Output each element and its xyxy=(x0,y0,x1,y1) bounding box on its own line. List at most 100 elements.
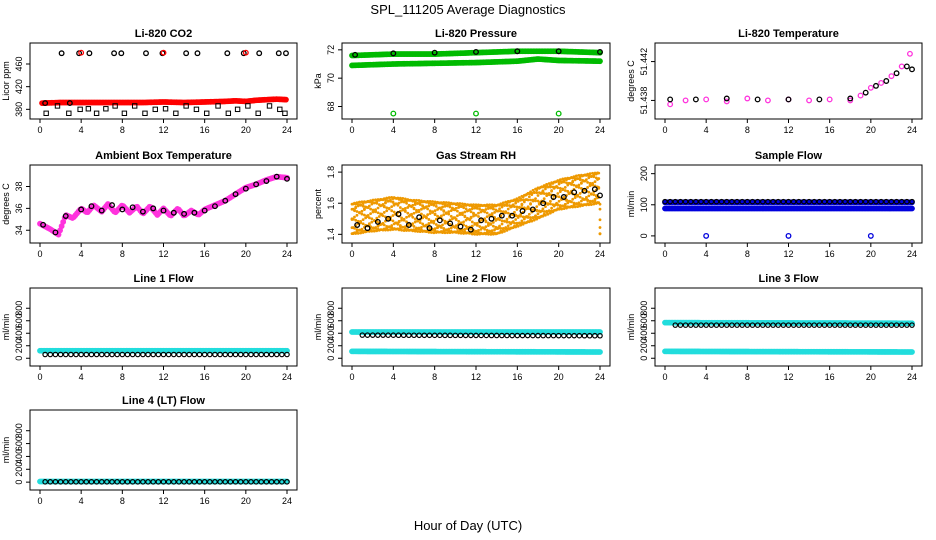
data-point xyxy=(575,174,578,178)
data-point xyxy=(561,187,565,191)
data-point xyxy=(402,217,406,221)
data-point xyxy=(506,211,510,215)
y-axis-label: ml/min xyxy=(626,191,636,218)
data-point xyxy=(248,351,254,358)
y-axis-label: ml/min xyxy=(626,314,636,341)
data-point xyxy=(754,96,761,103)
data-point xyxy=(437,332,443,339)
data-point xyxy=(459,204,463,208)
data-point xyxy=(489,206,493,210)
data-point xyxy=(545,209,549,213)
data-point xyxy=(867,232,874,239)
data-point xyxy=(572,201,576,205)
data-point xyxy=(428,226,432,230)
x-tick-label: 0 xyxy=(37,496,42,506)
data-point xyxy=(909,322,915,328)
y-axis-label: percent xyxy=(313,188,323,219)
data-point xyxy=(402,229,406,232)
data-point xyxy=(170,479,177,485)
data-point xyxy=(597,58,603,65)
data-point xyxy=(114,351,120,358)
data-point xyxy=(504,226,508,230)
panel-title: Li-820 CO2 xyxy=(135,28,192,40)
data-point xyxy=(529,198,532,202)
plot-frame xyxy=(29,409,298,491)
y-tick-label: 1.8 xyxy=(326,166,336,179)
data-point xyxy=(672,198,679,205)
panel-ambient-box-temperature: Ambient Box Temperature degrees C 0 4 8 12 16 2… xyxy=(1,150,298,259)
data-point xyxy=(500,219,504,223)
data-point xyxy=(413,220,417,224)
data-point xyxy=(785,322,792,328)
data-point xyxy=(490,212,494,216)
data-point xyxy=(181,351,187,358)
data-point xyxy=(366,214,370,217)
data-point xyxy=(565,181,568,185)
data-point xyxy=(868,198,874,205)
data-point xyxy=(355,210,359,213)
data-point xyxy=(873,198,879,205)
data-point xyxy=(847,97,854,104)
data-point xyxy=(549,199,552,203)
data-point xyxy=(515,208,519,211)
data-point xyxy=(527,212,531,216)
data-point xyxy=(391,200,395,204)
data-point xyxy=(375,332,381,338)
data-point xyxy=(535,191,539,195)
data-point xyxy=(140,351,146,358)
data-point xyxy=(472,214,475,218)
data-point xyxy=(242,185,249,192)
panel-li-820-co2: Li-820 CO2 Licor ppm 0 4 8 12 16 20 24 380 420 460 xyxy=(1,28,298,135)
data-point xyxy=(764,97,771,104)
x-tick-label: 12 xyxy=(158,125,168,135)
data-point xyxy=(903,63,910,70)
data-point xyxy=(88,351,95,358)
data-point xyxy=(93,479,100,485)
data-point xyxy=(253,479,259,485)
data-point xyxy=(160,479,167,485)
x-tick-label: 4 xyxy=(79,372,84,382)
data-point xyxy=(390,332,397,339)
data-point xyxy=(377,215,381,218)
data-point xyxy=(402,199,406,203)
data-point xyxy=(118,50,125,57)
data-point xyxy=(816,198,823,205)
data-point xyxy=(693,322,699,328)
data-point xyxy=(806,322,812,328)
data-point xyxy=(456,209,459,213)
data-point xyxy=(382,223,386,227)
data-point xyxy=(406,332,412,339)
data-point xyxy=(546,185,550,189)
data-point xyxy=(837,198,843,205)
x-tick-label: 0 xyxy=(349,249,354,259)
data-point xyxy=(682,97,689,104)
y-tick-label: 0 xyxy=(14,480,24,485)
data-point xyxy=(478,225,482,228)
data-point xyxy=(374,226,377,230)
x-tick-label: 0 xyxy=(37,125,42,135)
y-tick-label: 36 xyxy=(14,203,24,213)
data-point xyxy=(194,50,201,57)
data-point xyxy=(98,351,105,358)
data-point xyxy=(545,332,552,339)
y-tick-label: 400 xyxy=(14,449,24,464)
data-point xyxy=(196,479,203,485)
data-point xyxy=(370,202,374,206)
data-point xyxy=(400,218,403,222)
data-point xyxy=(160,351,167,358)
data-point xyxy=(431,210,434,214)
data-point xyxy=(405,222,412,228)
data-point xyxy=(598,232,602,236)
data-point xyxy=(282,110,288,116)
data-point xyxy=(382,211,386,214)
data-point xyxy=(468,332,474,339)
data-point xyxy=(475,223,479,227)
data-point xyxy=(587,190,591,194)
data-point xyxy=(222,351,229,358)
y-tick-label: 68 xyxy=(326,101,336,111)
x-tick-label: 4 xyxy=(704,249,709,259)
data-point xyxy=(703,232,710,239)
x-tick-label: 20 xyxy=(241,496,251,506)
panel-line-4-lt-flow: Line 4 (LT) Flow ml/min 0 4 8 12 16 20 24 0 200400… xyxy=(1,395,298,506)
data-point xyxy=(134,351,141,358)
